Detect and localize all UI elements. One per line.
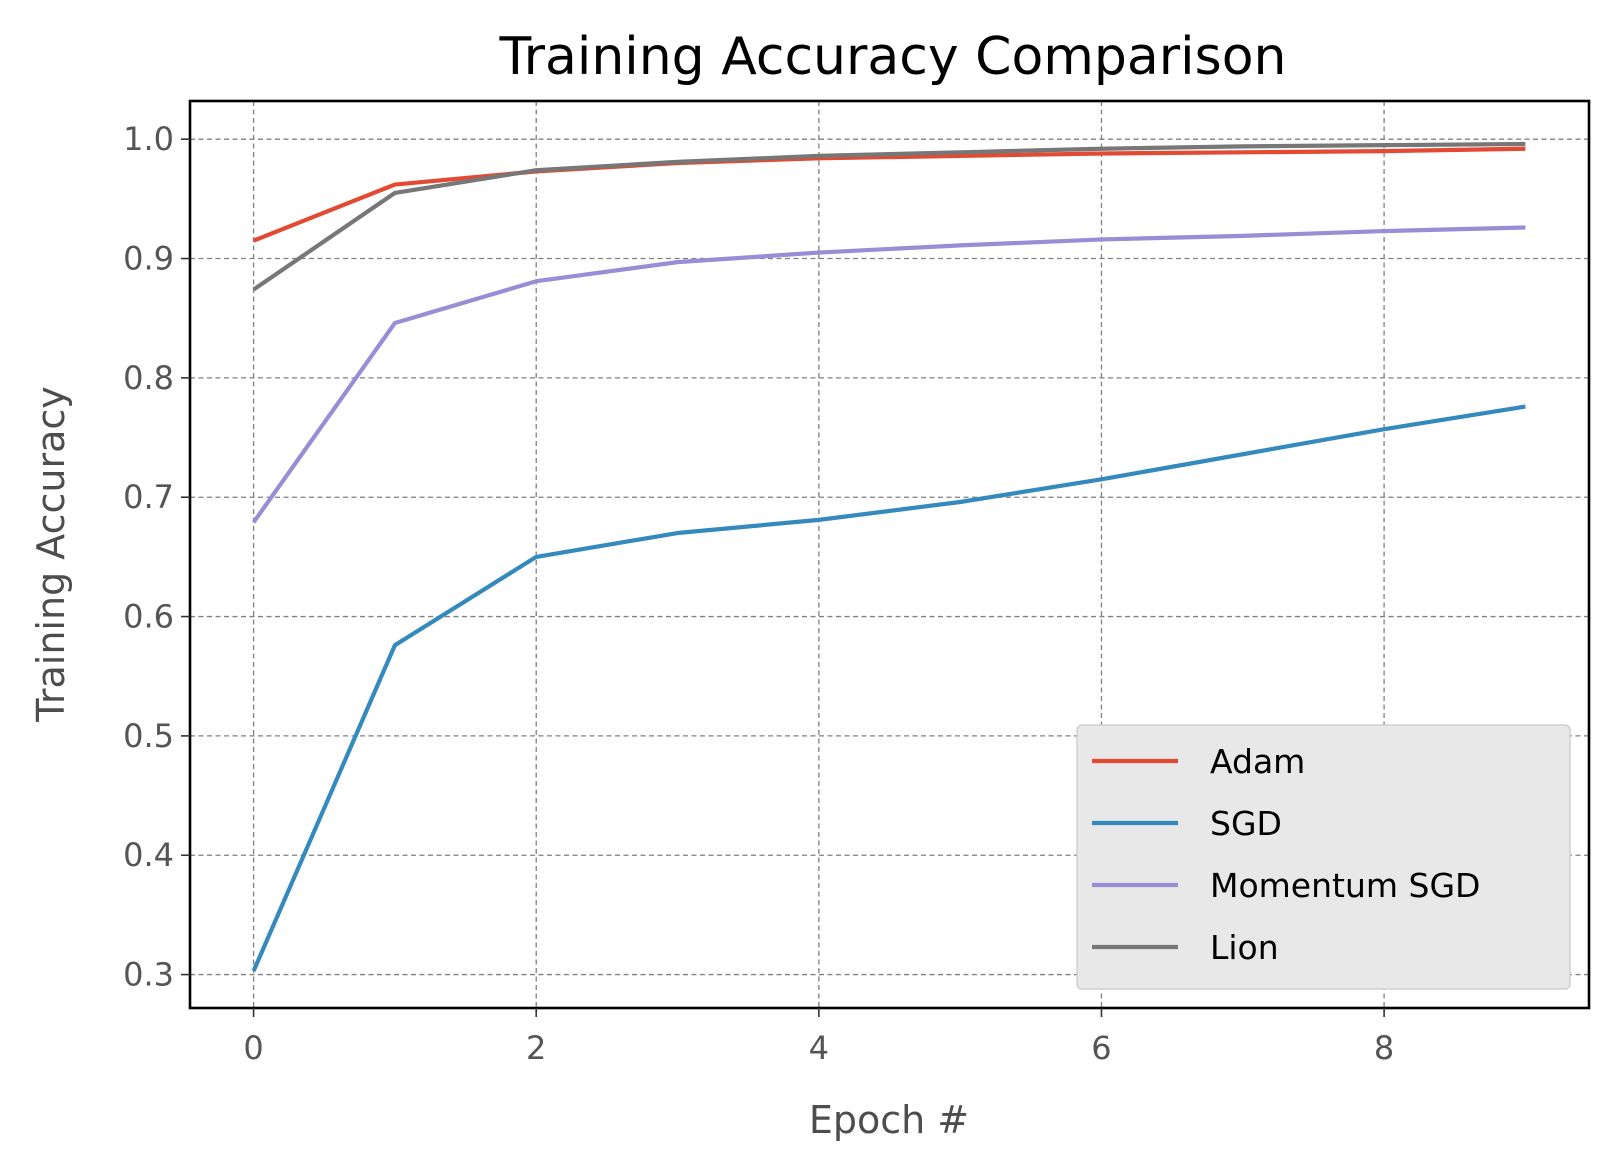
series-lines [251, 141, 1526, 972]
axis-ticks: 0 2 4 6 8 0.3 0.4 0.5 0.6 0.7 0.8 0.9 1.0 [123, 120, 1394, 1067]
y-tick-label: 0.9 [123, 240, 174, 278]
x-tick-label: 0 [243, 1029, 263, 1067]
legend-item-adam: Adam [1092, 742, 1305, 781]
y-tick-label: 0.6 [123, 598, 174, 636]
y-axis-label: Training Accuracy [29, 386, 73, 723]
y-tick-label: 1.0 [123, 120, 174, 158]
legend-label: Lion [1210, 928, 1279, 967]
y-tick-label: 0.7 [123, 478, 174, 516]
legend: Adam SGD Momentum SGD Lion [1076, 724, 1571, 990]
legend-item-momentum-sgd: Momentum SGD [1092, 866, 1480, 905]
legend-item-sgd: SGD [1092, 804, 1282, 843]
y-tick-label: 0.4 [123, 836, 174, 874]
x-tick-label: 6 [1091, 1029, 1111, 1067]
series-line-momentum-sgd [251, 225, 1526, 524]
plot-frame [188, 99, 1591, 1010]
x-tick-label: 8 [1374, 1029, 1394, 1067]
chart-title: Training Accuracy Comparison [499, 27, 1287, 87]
x-axis-label: Epoch # [809, 1098, 969, 1142]
y-tick-label: 0.8 [123, 359, 174, 397]
series-line-adam [252, 146, 1526, 243]
x-tick-label: 2 [526, 1029, 546, 1067]
series-line-sgd [251, 404, 1526, 972]
legend-box [1076, 724, 1571, 990]
y-tick-label: 0.5 [123, 717, 174, 755]
legend-item-lion: Lion [1092, 928, 1279, 967]
legend-label: Adam [1210, 742, 1305, 781]
legend-label: SGD [1210, 804, 1282, 843]
y-tick-label: 0.3 [123, 956, 174, 994]
series-line-lion [252, 141, 1526, 292]
legend-label: Momentum SGD [1210, 866, 1480, 905]
x-tick-label: 4 [809, 1029, 829, 1067]
